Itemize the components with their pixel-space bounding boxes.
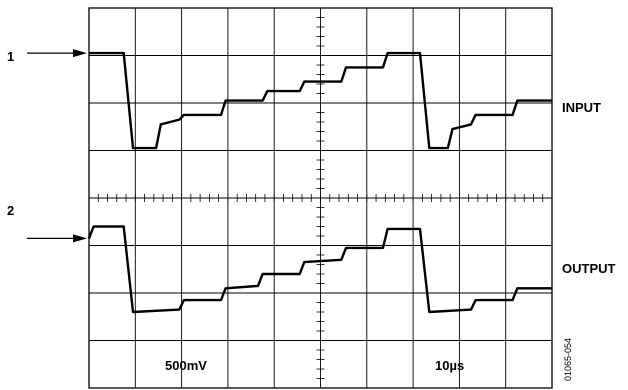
series-label-input: INPUT [562,100,601,115]
trace-output [87,225,552,314]
channel-1-marker-label: 1 [7,49,14,64]
channel-1-arrow-icon [73,49,87,58]
channel-2-arrow-icon [73,234,87,243]
y-scale-label: 500mV [165,358,207,373]
channel-markers [27,49,87,243]
figure-id-label: 01065-054 [563,338,573,381]
x-scale-label: 10µs [435,358,464,373]
graticule-grid [88,7,553,389]
traces [87,51,552,314]
series-label-output: OUTPUT [562,261,616,276]
trace-input [89,51,552,150]
channel-2-marker-label: 2 [7,203,14,218]
